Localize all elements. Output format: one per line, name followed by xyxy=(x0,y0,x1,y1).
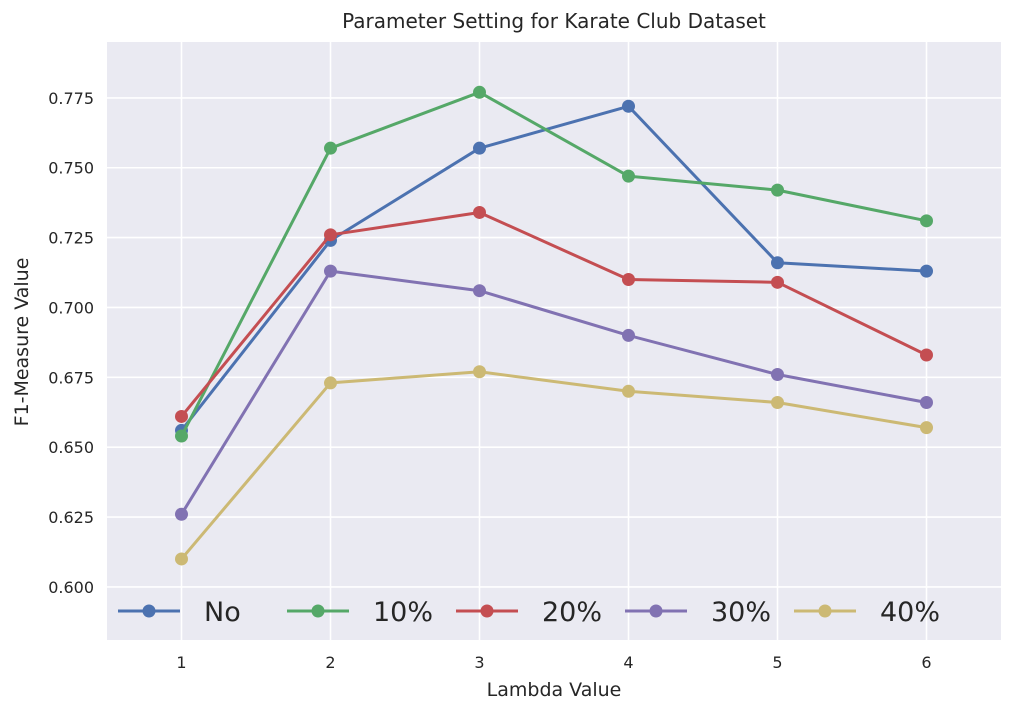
x-tick-label: 2 xyxy=(325,653,335,672)
y-tick-labels: 0.600 0.625 0.650 0.675 0.700 0.725 0.750 0.775 xyxy=(48,89,94,597)
series-line xyxy=(180,269,927,516)
data-point xyxy=(920,214,933,228)
data-point xyxy=(175,507,188,521)
series-line xyxy=(180,210,928,418)
series-line xyxy=(180,90,927,437)
data-point xyxy=(771,275,784,289)
data-point xyxy=(920,264,933,278)
data-point xyxy=(920,395,933,409)
y-tick-label: 0.600 xyxy=(48,578,94,597)
data-point xyxy=(622,99,635,113)
legend-label: No xyxy=(204,597,241,628)
series-layer xyxy=(175,85,933,566)
data-point xyxy=(622,169,635,183)
legend-marker xyxy=(649,604,663,618)
series-line xyxy=(180,370,927,560)
chart-title: Parameter Setting for Karate Club Datase… xyxy=(342,9,766,33)
data-point xyxy=(771,183,784,197)
plot-area xyxy=(107,42,1001,640)
x-tick-label: 6 xyxy=(921,653,931,672)
data-point xyxy=(920,421,933,435)
legend-label: 20% xyxy=(542,597,602,628)
x-gridlines xyxy=(180,42,928,640)
y-gridlines xyxy=(107,97,1001,588)
legend: No 10% 20% 30% 40% xyxy=(118,597,940,628)
y-tick-label: 0.775 xyxy=(48,89,94,108)
y-tick-label: 0.675 xyxy=(48,368,94,387)
y-tick-label: 0.750 xyxy=(48,159,94,178)
legend-marker xyxy=(311,604,325,618)
series-line xyxy=(180,104,927,432)
data-point xyxy=(175,552,188,566)
data-point xyxy=(622,328,635,342)
data-point xyxy=(175,409,188,423)
data-point xyxy=(324,141,337,155)
x-tick-label: 1 xyxy=(176,653,186,672)
y-axis-label: F1-Measure Value xyxy=(11,258,33,427)
legend-marker xyxy=(142,604,156,618)
legend-label: 10% xyxy=(373,597,433,628)
y-tick-label: 0.625 xyxy=(48,508,94,527)
x-tick-label: 5 xyxy=(772,653,782,672)
data-point xyxy=(324,264,337,278)
y-tick-label: 0.650 xyxy=(48,438,94,457)
x-tick-label: 4 xyxy=(623,653,633,672)
data-point xyxy=(324,376,337,390)
data-point xyxy=(771,395,784,409)
x-tick-labels: 1 2 3 4 5 6 xyxy=(176,653,931,672)
legend-marker xyxy=(480,604,494,618)
x-axis-label: Lambda Value xyxy=(487,679,622,701)
data-point xyxy=(622,384,635,398)
data-point xyxy=(473,85,486,99)
data-point xyxy=(473,205,486,219)
data-point xyxy=(622,273,635,287)
y-tick-label: 0.700 xyxy=(48,298,94,317)
data-point xyxy=(920,348,933,362)
legend-marker xyxy=(818,604,832,618)
legend-label: 40% xyxy=(880,597,940,628)
legend-label: 30% xyxy=(711,597,771,628)
data-point xyxy=(771,256,784,270)
y-tick-label: 0.725 xyxy=(48,229,94,248)
data-point xyxy=(324,228,337,242)
x-tick-label: 3 xyxy=(474,653,484,672)
data-point xyxy=(473,141,486,155)
data-point xyxy=(473,284,486,298)
data-point xyxy=(771,368,784,382)
data-point xyxy=(175,429,188,443)
data-point xyxy=(473,365,486,379)
